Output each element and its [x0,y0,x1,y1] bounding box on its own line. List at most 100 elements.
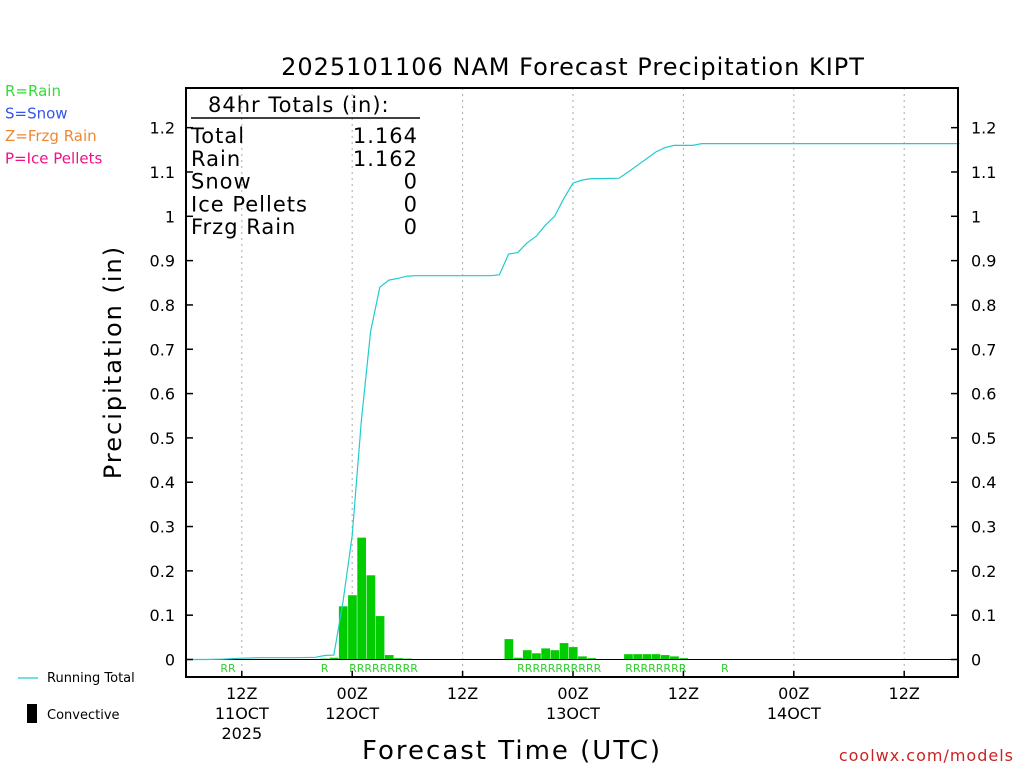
totals-row-value: 0 [404,192,418,216]
precip-bar [559,643,569,660]
y-tick-label: 0.7 [150,340,175,359]
precip-bar [660,655,670,660]
x-tick-label: 12Z [447,684,478,703]
y-tick-label: 0.9 [150,252,175,271]
y-axis-label: Precipitation (in) [99,245,127,479]
precip-bar [375,616,385,660]
precip-bar [587,658,596,660]
totals-row-label: Total [190,124,245,148]
precip-type-label: RRRRRRRRRRR [517,662,601,675]
precip-bar [550,650,560,660]
totals-row-value: 0 [404,215,418,239]
precip-type-label: R [721,662,729,675]
precip-bar [338,606,348,660]
y-tick-label: 0.1 [150,606,175,625]
running-total-line [186,143,960,661]
y-tick-label: 1.1 [971,163,996,182]
y-tick-label: 0.7 [971,340,996,359]
x-tick-label: 12Z [226,684,257,703]
totals-row-label: Frzg Rain [191,215,296,239]
y-tick-label: 0.4 [971,473,996,492]
precip-type-labels: RR R RRRRRRRRR RRRRRRRRRRR RRRRRRRR R [220,662,729,675]
precip-bar [651,654,661,660]
precip-bar [578,656,587,660]
y-tick-label: 1 [971,207,981,226]
y-tick-label: 0.5 [971,429,996,448]
precip-bar [357,537,366,660]
legend-item: P=Ice Pellets [5,150,102,168]
precip-type-legend: R=Rain S=Snow Z=Frzg Rain P=Ice Pellets [5,82,102,168]
convective-legend-label: Convective [47,708,120,723]
x-tick-label: 00Z [337,684,368,703]
hourly-bars [320,537,688,660]
precip-bar [624,654,633,660]
y-tick-label: 0.2 [971,562,996,581]
chart-title: 2025101106 NAM Forecast Precipitation KI… [281,53,865,81]
totals-row-label: Rain [191,147,241,171]
precip-type-label: R [321,662,329,675]
precip-bar [522,650,532,660]
precip-bar [633,654,642,660]
credit-text: coolwx.com/models [839,746,1014,765]
precip-bar [348,595,357,660]
precip-bar [384,655,394,660]
totals-box: 84hr Totals (in): Total 1.164 Rain 1.162 Sno… [190,93,420,239]
grid-lines [241,88,905,677]
y-tick-label: 0.5 [150,429,175,448]
precip-bar [513,657,523,660]
y-tick-label: 0 [165,651,175,670]
precip-type-label: RRRRRRRRR [349,662,418,675]
x-tick-label: 12Z [889,684,920,703]
y-tick-label: 0.3 [150,518,175,537]
x-tick-label: 13OCT [546,704,600,723]
precip-bar [504,639,514,660]
plot-frame [185,87,959,678]
y-tick-label: 1.2 [150,119,175,138]
y-axis-left: 0 0.1 0.2 0.3 0.4 0.5 0.6 0.7 0.8 0.9 1 1.1 1.2 [150,119,193,670]
precip-bar [394,658,403,660]
x-tick-label: 2025 [221,724,262,743]
x-tick-label: 12Z [668,684,699,703]
y-tick-label: 1 [165,207,175,226]
precip-bar [532,653,541,660]
legend-item: R=Rain [5,82,61,100]
totals-row-label: Ice Pellets [191,192,308,216]
y-axis-right: 0 0.1 0.2 0.3 0.4 0.5 0.6 0.7 0.8 0.9 1 1.1 1.2 [951,119,996,670]
precip-bar [679,658,688,660]
precip-type-label: RRRRRRRR [625,662,687,675]
legend-item: Z=Frzg Rain [5,127,97,145]
y-tick-label: 0.4 [150,473,175,492]
precip-bar [366,575,376,660]
precip-bar [329,657,339,660]
y-tick-label: 0.9 [971,252,996,271]
precip-bar [670,656,679,660]
y-tick-label: 0 [971,651,981,670]
y-tick-label: 0.3 [971,518,996,537]
x-tick-label: 14OCT [767,704,821,723]
legend-item: S=Snow [5,105,68,123]
convective-legend-swatch [27,704,37,723]
x-tick-label: 11OCT [215,704,269,723]
x-tick-label: 00Z [778,684,809,703]
precip-type-label: RR [220,662,236,675]
precip-bar [642,654,652,660]
y-tick-label: 0.6 [150,385,175,404]
totals-row-value: 0 [404,170,418,194]
y-tick-label: 0.2 [150,562,175,581]
y-tick-label: 0.8 [971,296,996,315]
y-tick-label: 0.8 [150,296,175,315]
x-tick-label: 00Z [557,684,588,703]
x-axis-label: Forecast Time (UTC) [362,736,662,766]
totals-header: 84hr Totals (in): [208,93,390,117]
precip-bar [568,647,578,660]
y-tick-label: 0.6 [971,385,996,404]
y-tick-label: 1.2 [971,119,996,138]
x-tick-label: 12OCT [325,704,379,723]
y-tick-label: 1.1 [150,163,175,182]
y-tick-label: 0.1 [971,606,996,625]
totals-row-value: 1.162 [353,147,418,171]
precip-bar [541,648,550,660]
running-total-legend-label: Running Total [47,671,135,686]
